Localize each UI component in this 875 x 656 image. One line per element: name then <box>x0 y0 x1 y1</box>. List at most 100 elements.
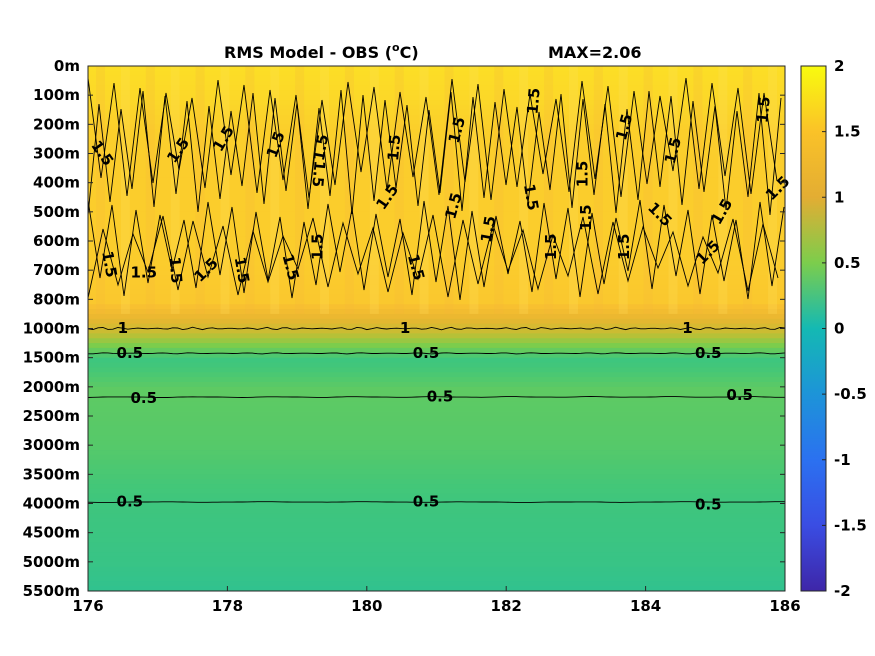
y-tick-label: 400m <box>33 174 80 192</box>
field-band <box>88 367 785 373</box>
field-streak <box>743 66 753 314</box>
max-label: MAX=2.06 <box>548 43 642 62</box>
field-band <box>88 435 785 441</box>
contour-line <box>88 199 785 301</box>
field-band <box>88 411 785 417</box>
field-band <box>88 206 785 213</box>
field-band <box>88 182 785 189</box>
field-streak <box>295 66 305 314</box>
field-band <box>88 391 785 398</box>
x-tick-label: 184 <box>630 597 661 615</box>
y-tick-label: 100m <box>33 86 80 104</box>
field-band <box>88 556 785 563</box>
heatmap-plot <box>88 66 785 591</box>
field-band <box>88 542 785 548</box>
field-band <box>88 571 785 578</box>
field-band <box>88 129 785 135</box>
field-streak <box>270 66 280 314</box>
field-band <box>88 211 785 218</box>
contour-line <box>88 89 782 216</box>
field-band <box>88 75 785 82</box>
contour-line <box>88 326 785 331</box>
x-tick-label: 178 <box>212 597 243 615</box>
field-band <box>88 386 785 393</box>
field-band <box>88 143 785 150</box>
contour-label: 0.5 <box>695 495 722 513</box>
contour-label: 0.5 <box>695 344 722 362</box>
contour-label: 1.5 <box>98 250 120 279</box>
contour-label: 1.5 <box>231 255 253 284</box>
field-band <box>88 250 785 257</box>
field-band <box>88 352 785 359</box>
field-band <box>88 289 785 296</box>
y-tick-label: 1500m <box>23 349 80 367</box>
y-tick-label: 500m <box>33 203 80 221</box>
contour-line <box>88 352 785 355</box>
contour-label: 1 <box>118 319 128 337</box>
y-tick-label: 600m <box>33 232 80 250</box>
y-tick-label: 800m <box>33 290 80 308</box>
colorbar-tick-label: -1.5 <box>834 516 867 534</box>
y-tick-label: 4000m <box>23 495 80 513</box>
y-tick-label: 300m <box>33 145 80 163</box>
field-band <box>88 338 785 344</box>
y-tick-label: 2000m <box>23 378 80 396</box>
field-streak <box>369 66 379 314</box>
field-streak <box>718 66 728 314</box>
x-tick-label: 176 <box>72 597 103 615</box>
field-streak <box>544 66 554 314</box>
field-band <box>88 284 785 291</box>
field-streak <box>643 66 653 314</box>
field-band <box>88 493 785 500</box>
field-band <box>88 313 785 320</box>
field-band <box>88 236 785 242</box>
contour-label: 1.5 <box>309 234 327 261</box>
colorbar-tick-label: -2 <box>834 582 851 600</box>
field-band <box>88 124 785 130</box>
contour-label: 1.5 <box>130 264 157 282</box>
y-axis: 0m 100m 200m 300m 400m 500m 600m 700m 800m 1000m 1… <box>23 57 785 600</box>
contour-label: 1.5 <box>523 87 543 115</box>
field-band <box>88 377 785 383</box>
contour-line <box>88 501 785 503</box>
contour-line <box>88 77 778 201</box>
field-band <box>88 372 785 378</box>
contour-label: 1.5 <box>542 234 560 261</box>
field-band <box>88 532 785 539</box>
field-streak <box>120 66 130 314</box>
contour-line <box>88 214 779 299</box>
field-band <box>88 245 785 252</box>
field-band <box>88 498 785 505</box>
field-band <box>88 357 785 364</box>
contour-label: 1.5 <box>520 183 542 212</box>
field-band <box>88 66 785 72</box>
y-tick-label: 4500m <box>23 524 80 542</box>
contour-label: 1.5 <box>310 133 332 162</box>
y-tick-label: 200m <box>33 115 80 133</box>
field-band <box>88 153 785 159</box>
field-band <box>88 440 785 446</box>
field-band <box>88 100 785 106</box>
field-band <box>88 328 785 334</box>
contour-label: 0.5 <box>413 344 440 362</box>
field-band <box>88 469 785 475</box>
field-band <box>88 381 785 388</box>
field-band <box>88 347 785 354</box>
field-band <box>88 270 785 276</box>
field-band <box>88 430 785 437</box>
field-streak <box>693 66 703 314</box>
field-band <box>88 104 785 111</box>
contour-label: 1.5 <box>165 256 185 284</box>
field-band <box>88 425 785 432</box>
field-band <box>88 265 785 271</box>
field-band <box>88 192 785 198</box>
field-streak <box>245 66 255 314</box>
colorbar-tick-label: 1 <box>834 188 844 206</box>
field-band <box>88 464 785 471</box>
field-streak <box>593 66 603 314</box>
contour-label: 1.5 <box>384 134 404 162</box>
field-band <box>88 420 785 427</box>
field-band <box>88 323 785 330</box>
contour-label: 0.5 <box>117 493 144 511</box>
